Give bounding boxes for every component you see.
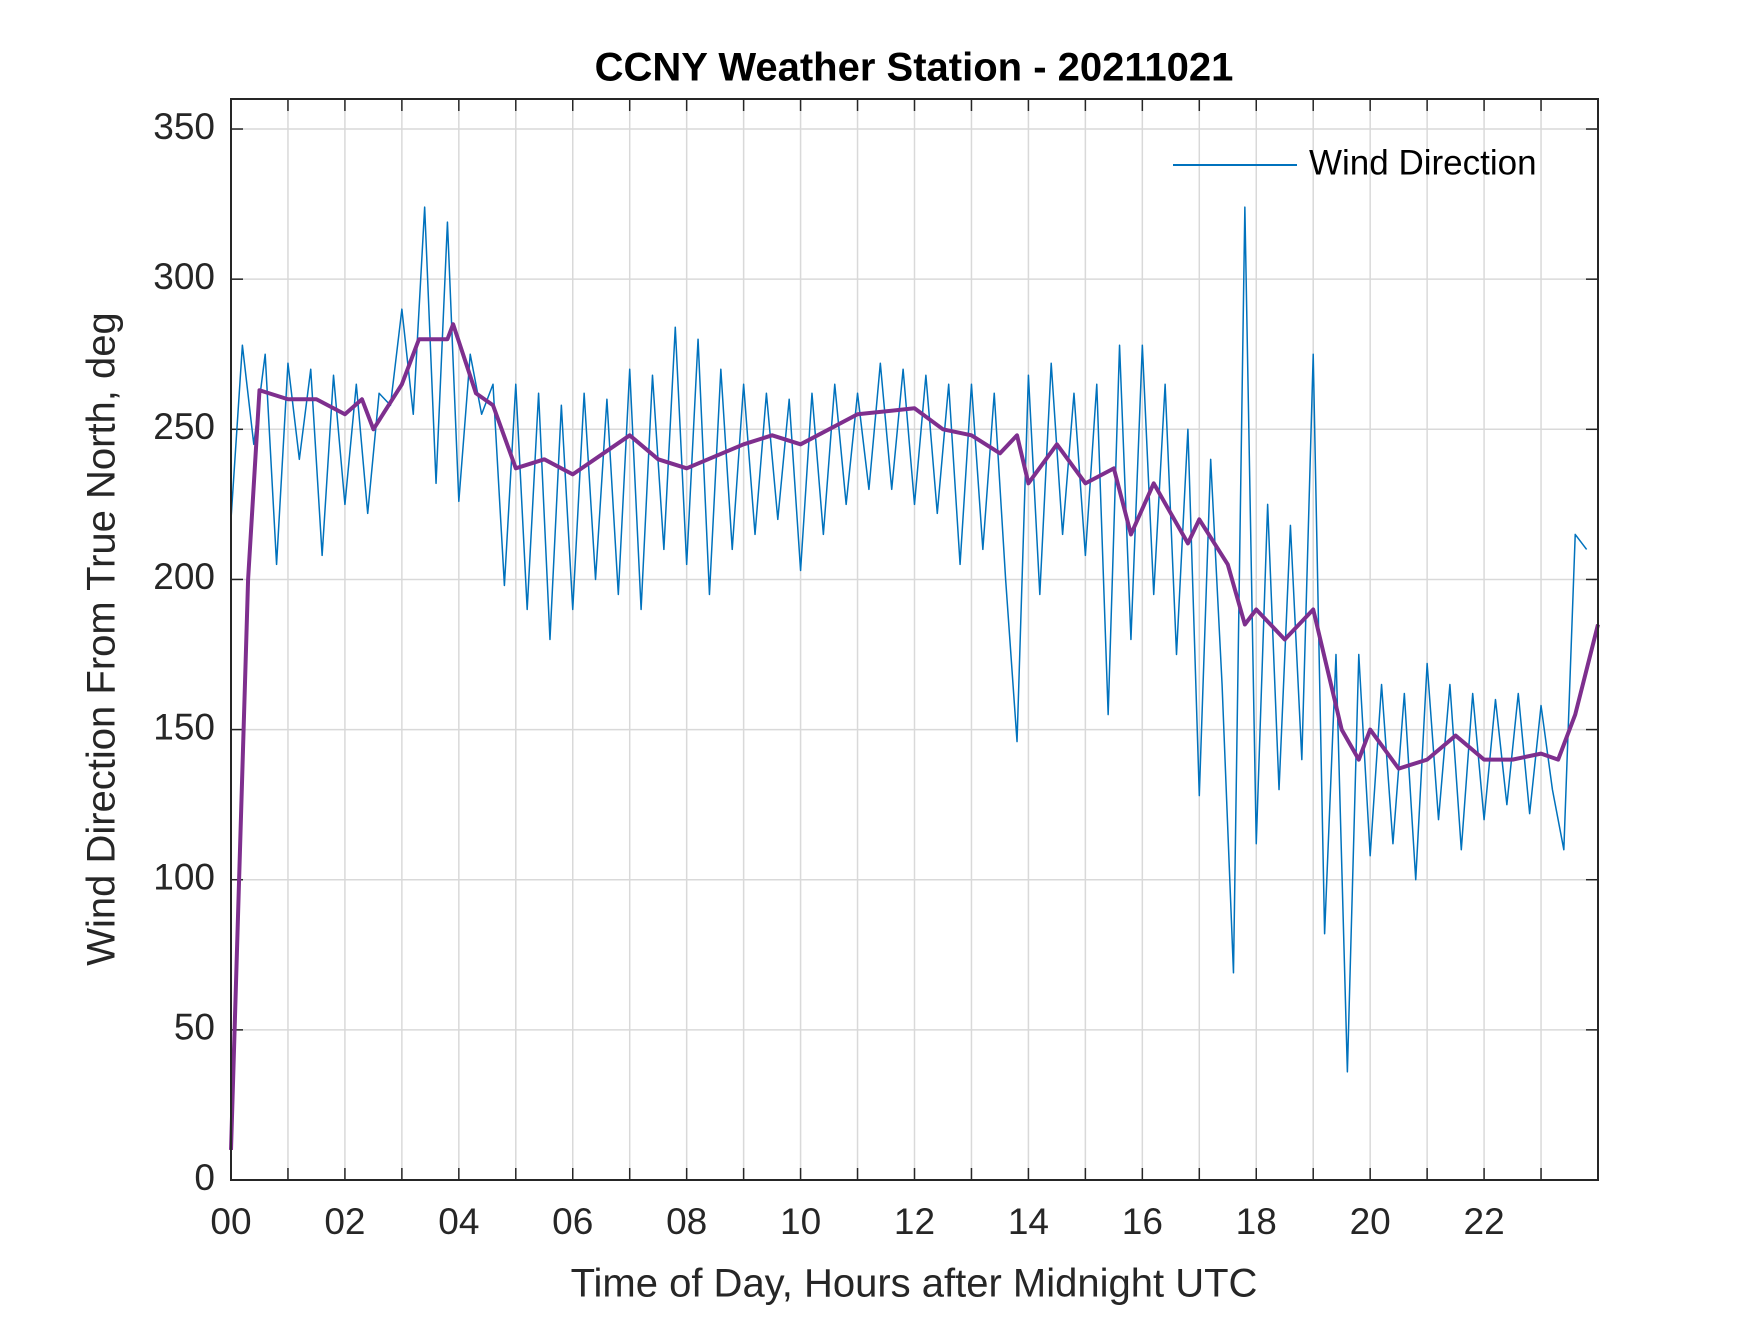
y-tick-label: 350 [153, 106, 215, 147]
x-tick-label: 18 [1236, 1201, 1277, 1242]
y-tick-label: 100 [153, 857, 215, 898]
axes-box [230, 98, 1599, 1181]
y-tick-label: 300 [153, 256, 215, 297]
legend-label: Wind Direction [1309, 143, 1537, 182]
x-tick-label: 20 [1350, 1201, 1391, 1242]
x-tick-label: 12 [894, 1201, 935, 1242]
y-tick-label: 50 [174, 1007, 215, 1048]
chart-title: CCNY Weather Station - 20211021 [595, 46, 1234, 90]
data-line [230, 206, 1588, 1073]
x-tick-label: 04 [438, 1201, 479, 1242]
x-tick-label: 06 [552, 1201, 593, 1242]
x-tick-label: 08 [666, 1201, 707, 1242]
x-tick-label: 16 [1122, 1201, 1163, 1242]
y-tick-label: 0 [194, 1157, 215, 1198]
y-tick-label: 150 [153, 706, 215, 747]
x-tick-label: 02 [324, 1201, 365, 1242]
x-tick-label: 10 [780, 1201, 821, 1242]
x-axis-label: Time of Day, Hours after Midnight UTC [571, 1262, 1258, 1306]
y-tick-label: 250 [153, 406, 215, 447]
x-tick-label: 14 [1008, 1201, 1049, 1242]
x-tick-label: 22 [1464, 1201, 1505, 1242]
y-axis-label: Wind Direction From True North, deg [80, 312, 124, 966]
y-tick-label: 200 [153, 556, 215, 597]
data-line [229, 322, 1600, 1151]
x-tick-label: 00 [210, 1201, 251, 1242]
